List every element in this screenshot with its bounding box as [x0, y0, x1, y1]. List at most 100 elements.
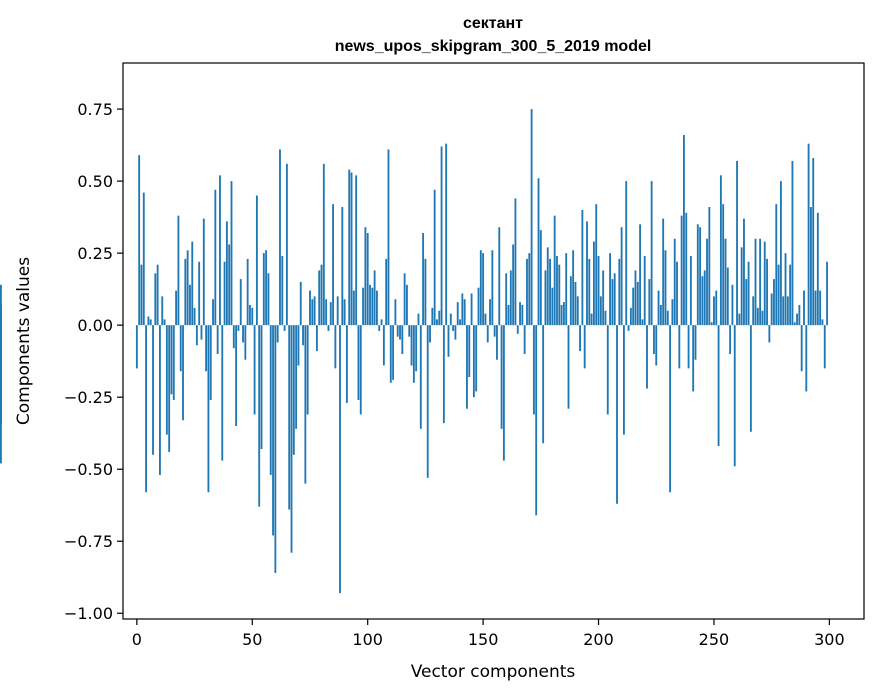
bar-171	[530, 109, 533, 326]
bar-182	[556, 256, 558, 326]
bar-78	[315, 325, 318, 352]
bar-94	[352, 290, 355, 326]
bar-154	[491, 250, 494, 326]
bar-242	[694, 325, 697, 360]
bar-124	[422, 232, 425, 326]
bar-102	[371, 287, 374, 326]
bar-204	[606, 325, 609, 415]
bar-275	[770, 293, 773, 326]
bar-30	[205, 325, 208, 372]
bar-256	[726, 267, 729, 326]
y-tick-label-7: 0.75	[77, 100, 113, 119]
bar-38	[223, 261, 226, 326]
bar-226	[657, 290, 660, 326]
bar-251	[715, 290, 718, 326]
y-axis-ticks: −1.00 −0.75 −0.50 −0.25 0.00 0.25 0.50 0.75	[64, 100, 123, 623]
bar-246	[703, 270, 706, 326]
bar-298	[823, 325, 826, 369]
bar-47	[244, 325, 247, 360]
bar-140	[459, 319, 461, 326]
bar-26	[195, 325, 198, 346]
bar-221	[646, 325, 648, 389]
bar-252	[717, 325, 720, 447]
bar-170	[528, 253, 531, 326]
bar-217	[636, 281, 639, 326]
bar-14	[168, 325, 171, 452]
bar-57	[267, 273, 270, 326]
bar-156	[496, 325, 498, 360]
bar-45	[239, 279, 242, 326]
bar-120	[412, 325, 415, 383]
bar-218	[639, 224, 642, 326]
bar-190	[574, 281, 577, 326]
bar-133	[442, 325, 445, 424]
bar-103	[373, 270, 376, 326]
bar-209	[618, 258, 621, 326]
bar-88	[339, 325, 341, 594]
bar-168	[523, 325, 526, 354]
bar-250	[713, 296, 715, 326]
bar-214	[629, 307, 632, 326]
bar-265	[747, 261, 750, 326]
bar-51	[253, 325, 256, 415]
bar-234	[676, 261, 678, 326]
bar-198	[592, 241, 595, 326]
bar-175	[539, 230, 542, 326]
bar-263	[743, 218, 745, 326]
bar-289	[803, 290, 805, 326]
bar-243	[696, 224, 699, 326]
bar-294	[814, 290, 817, 326]
bar-104	[376, 290, 378, 326]
bar-278	[777, 264, 780, 326]
bar-122	[417, 313, 420, 326]
bar-157	[498, 227, 501, 326]
x-tick-label-100: 100	[352, 630, 383, 649]
bar-131	[438, 310, 441, 326]
bar-undefined	[0, 325, 2, 464]
bar-292	[809, 207, 812, 326]
bar-114	[399, 325, 401, 340]
bar-71	[299, 281, 302, 326]
bar-166	[519, 302, 521, 326]
bar-237	[683, 135, 685, 326]
bar-128	[431, 307, 434, 326]
bar-7	[152, 325, 154, 455]
bar-259	[733, 325, 736, 467]
bar-49	[249, 304, 251, 326]
bar-150	[482, 253, 485, 326]
x-tick-label-0: 0	[132, 630, 142, 649]
x-tick-label-200: 200	[583, 630, 614, 649]
bar-109	[387, 149, 390, 326]
bar-296	[819, 290, 822, 326]
bar-260	[736, 160, 738, 326]
bar-276	[773, 279, 775, 326]
bar-185	[562, 302, 565, 326]
bar-244	[699, 227, 702, 326]
bar-197	[590, 313, 593, 326]
bar-149	[479, 250, 482, 326]
bar-42	[232, 325, 235, 349]
bar-31	[207, 325, 210, 493]
bar-36	[219, 175, 221, 326]
bar-274	[768, 325, 771, 343]
bar-34	[214, 189, 217, 326]
bar-161	[507, 304, 510, 326]
y-tick-label-2: −0.50	[64, 460, 113, 479]
bar-50	[251, 307, 254, 326]
bar-169	[526, 258, 528, 326]
bar-258	[731, 284, 734, 326]
bar-8	[154, 273, 157, 326]
bar-97	[359, 325, 362, 415]
chart-title: сектант	[463, 15, 523, 32]
bar-81	[322, 163, 325, 326]
bar-111	[392, 325, 395, 380]
bar-184	[560, 304, 563, 326]
bar-12	[163, 319, 166, 326]
bar-65	[285, 163, 288, 326]
bar-95	[355, 175, 358, 326]
bar-229	[664, 250, 667, 326]
bar-68	[292, 325, 295, 455]
bar-187	[567, 325, 570, 409]
